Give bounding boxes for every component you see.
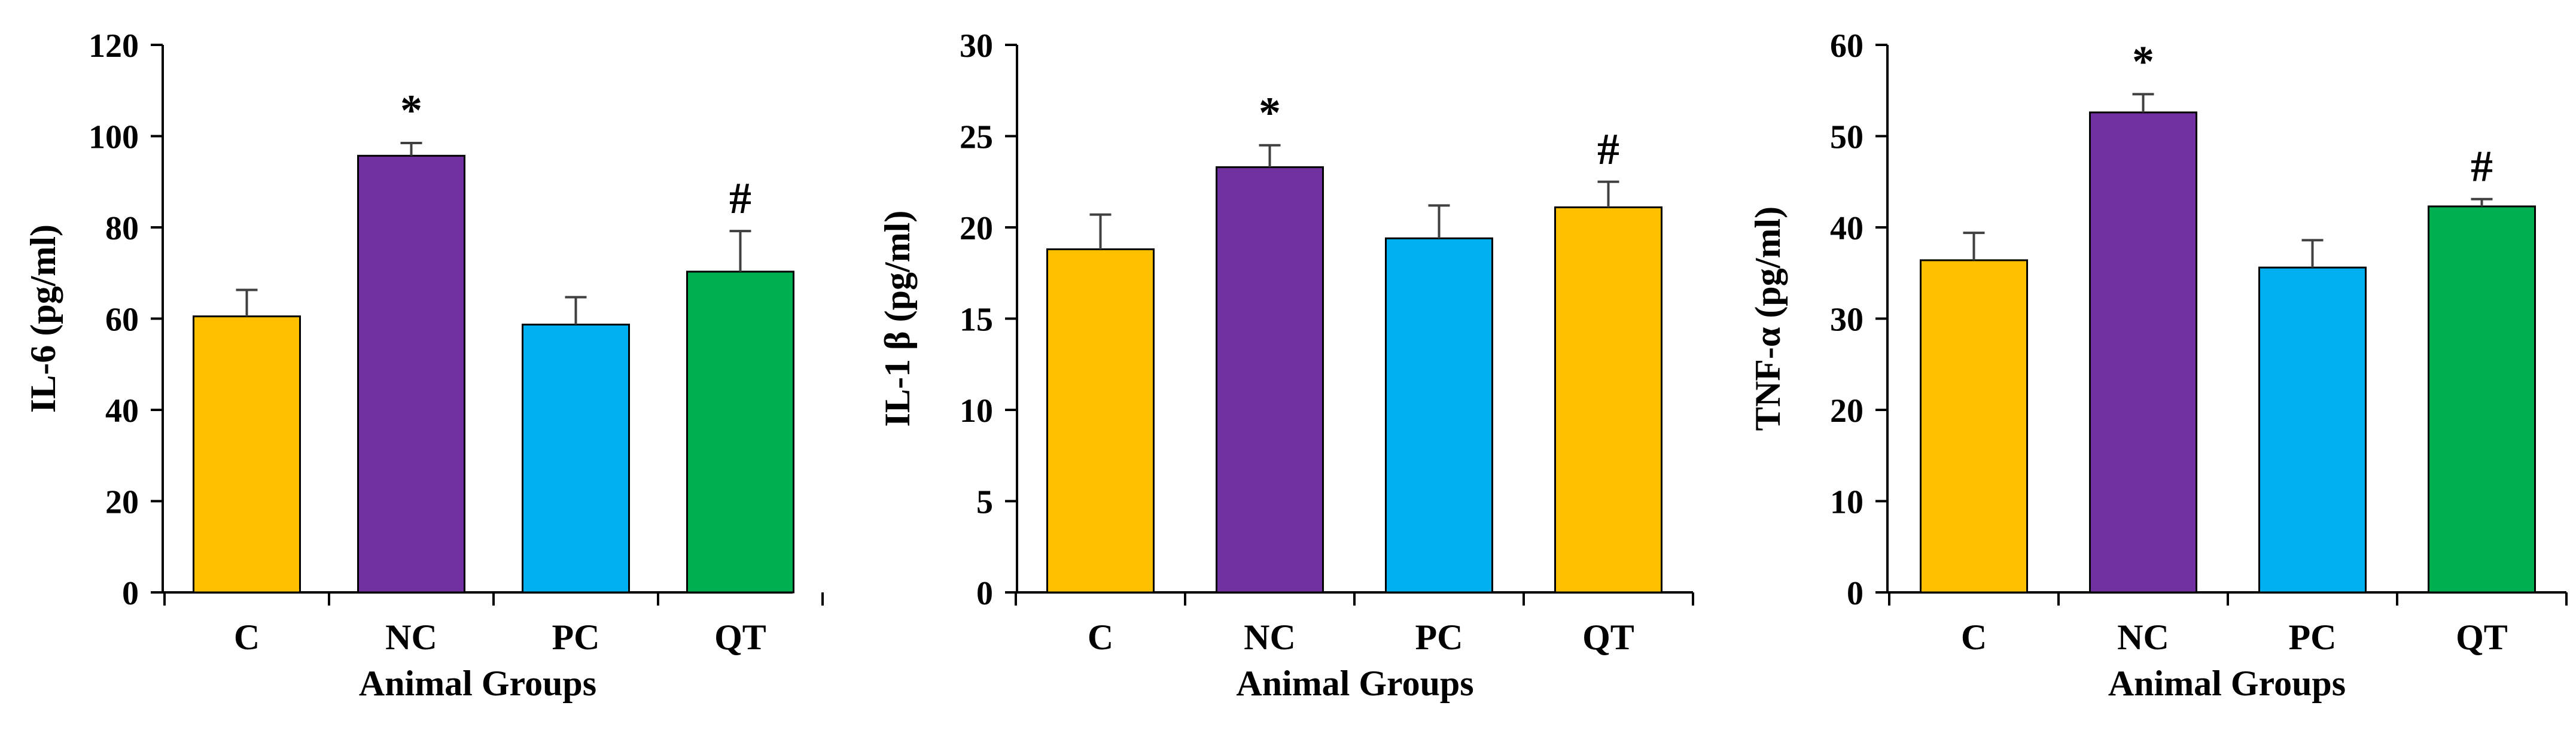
significance-marker: # [729,174,751,223]
x-tick-label: PC [2289,618,2337,657]
bar-c [193,315,301,594]
x-tick-label: C [1088,618,1113,657]
y-tick-label: 25 [960,119,993,156]
significance-marker: * [1259,89,1281,138]
x-tick-label: NC [2117,618,2169,657]
x-tick-label: C [234,618,260,657]
x-axis-title: Animal Groups [1236,664,1473,703]
y-tick-label: 40 [105,393,139,430]
bar-pc [2258,266,2367,594]
x-tick-label: PC [1415,618,1463,657]
y-tick-label: 120 [89,28,139,65]
x-tick-label: QT [1582,618,1634,657]
significance-marker: # [1597,125,1619,174]
y-tick-label: 50 [1830,119,1864,156]
x-tick-label: NC [1244,618,1296,657]
y-tick-label: 20 [960,210,993,247]
y-tick-label: 0 [1847,575,1864,612]
x-axis-title: Animal Groups [2108,664,2346,703]
y-tick-label: 15 [960,302,993,339]
significance-marker: * [400,86,422,135]
y-axis-title: IL-6 (pg/ml) [23,224,63,413]
bar-nc [2089,111,2197,594]
y-axis-title: TNF-α (pg/ml) [1748,206,1788,431]
bar-qt [1554,206,1662,594]
y-tick-label: 60 [1830,28,1864,65]
bar-pc [522,323,630,594]
y-tick-label: 0 [976,575,993,612]
x-tick-label: PC [552,618,600,657]
y-tick-label: 100 [89,119,139,156]
bar-qt [686,270,794,594]
y-tick-label: 60 [105,302,139,339]
y-tick-label: 20 [105,484,139,521]
x-axis-title: Animal Groups [359,664,596,703]
y-tick-label: 20 [1830,393,1864,430]
y-tick-label: 5 [976,484,993,521]
y-axis-title: IL-1 β (pg/ml) [878,211,917,427]
x-tick-label: C [1961,618,1987,657]
x-tick-label: QT [714,618,766,657]
bar-nc [357,154,465,594]
chart-panel-1: 0 20 40 60 80 100 120 C * NC PC # QT Animal Groups IL-… [23,28,824,703]
y-tick-label: 80 [105,210,139,247]
bar-qt [2428,205,2536,594]
y-tick-label: 0 [122,575,139,612]
bar-c [1920,259,2028,594]
significance-marker: * [2132,37,2154,86]
y-tick-label: 30 [1830,302,1864,339]
bar-c [1046,248,1155,594]
chart-panel-3: 0 10 20 30 40 50 60 C * NC PC # QT Animal Groups TNF-α… [1748,28,2568,703]
x-tick-label: QT [2456,618,2508,657]
significance-marker: # [2471,142,2493,191]
bar-pc [1385,237,1493,594]
x-tick-label: NC [385,618,437,657]
y-tick-label: 10 [1830,484,1864,521]
y-tick-label: 30 [960,28,993,65]
y-tick-label: 40 [1830,210,1864,247]
y-tick-label: 10 [960,393,993,430]
bar-nc [1216,166,1324,594]
chart-panel-2: 0 5 10 15 20 25 30 C * NC PC # QT Animal Groups IL-1 β… [878,28,1694,703]
